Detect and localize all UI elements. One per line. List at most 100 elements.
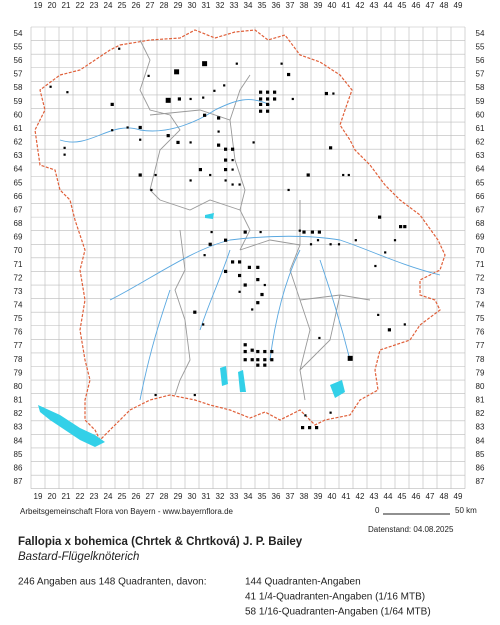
occurrence [301,426,305,430]
row-label: 70 [476,246,485,255]
row-label: 69 [14,233,23,242]
column-label: 22 [76,492,85,501]
column-label: 38 [300,1,309,10]
row-label: 76 [14,328,23,337]
occurrence [310,230,314,234]
occurrence [256,265,260,269]
occurrence [203,254,206,257]
column-label: 36 [272,492,281,501]
column-label: 22 [76,1,85,10]
column-label: 26 [132,1,141,10]
column-label: 44 [384,1,393,10]
row-label: 65 [14,178,23,187]
occurrence [166,134,170,138]
row-label: 74 [476,300,485,309]
occurrence [193,310,197,314]
occurrence [63,146,66,149]
occurrence [393,239,397,242]
row-label: 65 [476,178,485,187]
row-label: 85 [476,450,485,459]
row-label: 72 [476,273,485,282]
row-label: 57 [476,70,485,79]
occurrence [231,158,234,162]
row-label: 58 [476,83,485,92]
occurrence [208,242,212,246]
column-label: 35 [258,492,267,501]
row-label: 59 [14,97,23,106]
occurrence [231,260,235,264]
occurrence [147,74,150,77]
occurrence [309,243,313,246]
occurrence [154,173,157,177]
row-label: 76 [476,328,485,337]
column-label: 32 [216,492,225,501]
column-label: 39 [314,492,323,501]
row-label: 64 [14,165,23,174]
river [139,249,351,401]
occurrence [150,188,153,192]
occurrence [347,355,353,361]
occurrence [256,358,260,362]
occurrence [250,358,254,362]
occurrence [256,349,260,354]
rivers [59,99,441,401]
occurrence [291,97,294,101]
occurrence [202,323,205,326]
column-label: 31 [202,1,211,10]
occurrence [176,140,180,145]
column-label: 48 [440,1,449,10]
occurrence [189,141,192,144]
row-label: 55 [476,42,485,51]
column-label: 27 [146,1,155,10]
occurrence [259,230,262,234]
occurrence [403,323,406,326]
column-label: 49 [454,492,463,501]
row-label: 54 [476,29,485,38]
occurrence [263,283,266,287]
occurrence [243,349,247,354]
column-label: 33 [230,492,239,501]
occurrence [256,363,260,367]
occurrence [266,102,270,107]
occurrence [251,308,254,311]
column-label: 23 [90,492,99,501]
row-label: 83 [14,423,23,432]
occurrence [302,230,306,234]
row-label: 82 [476,409,485,418]
row-label: 63 [14,151,23,160]
occurrence [238,290,241,293]
column-label: 29 [174,492,183,501]
occurrence [256,277,260,282]
occurrence [270,349,274,354]
row-label: 73 [14,287,23,296]
occurrence [238,273,242,278]
row-label: 70 [14,246,23,255]
occurrence [224,269,228,274]
row-label: 55 [14,42,23,51]
species-subtitle: Bastard-Flügelknöterich [18,551,139,563]
occurrence [118,47,121,50]
occurrence [126,126,129,129]
column-label: 30 [188,1,197,10]
occurrence [203,113,207,117]
column-label: 36 [272,1,281,10]
occurrence [377,313,380,316]
occurrence [354,239,357,242]
occurrence [209,173,212,177]
row-label: 87 [14,477,23,486]
column-label: 27 [146,492,155,501]
occurrence [243,343,247,347]
row-label: 64 [476,165,485,174]
row-label: 57 [14,70,23,79]
row-label: 54 [14,29,23,38]
column-label: 31 [202,492,211,501]
summary-line: 58 1/16-Quadranten-Angaben (1/64 MTB) [245,607,431,618]
summary-line: 144 Quadranten-Angaben [245,577,361,588]
row-label: 56 [476,56,485,65]
column-label: 28 [160,1,169,10]
row-label: 62 [14,138,23,147]
occurrence [198,167,202,172]
occurrence [329,243,332,246]
occurrence [287,188,290,192]
column-label: 33 [230,1,239,10]
